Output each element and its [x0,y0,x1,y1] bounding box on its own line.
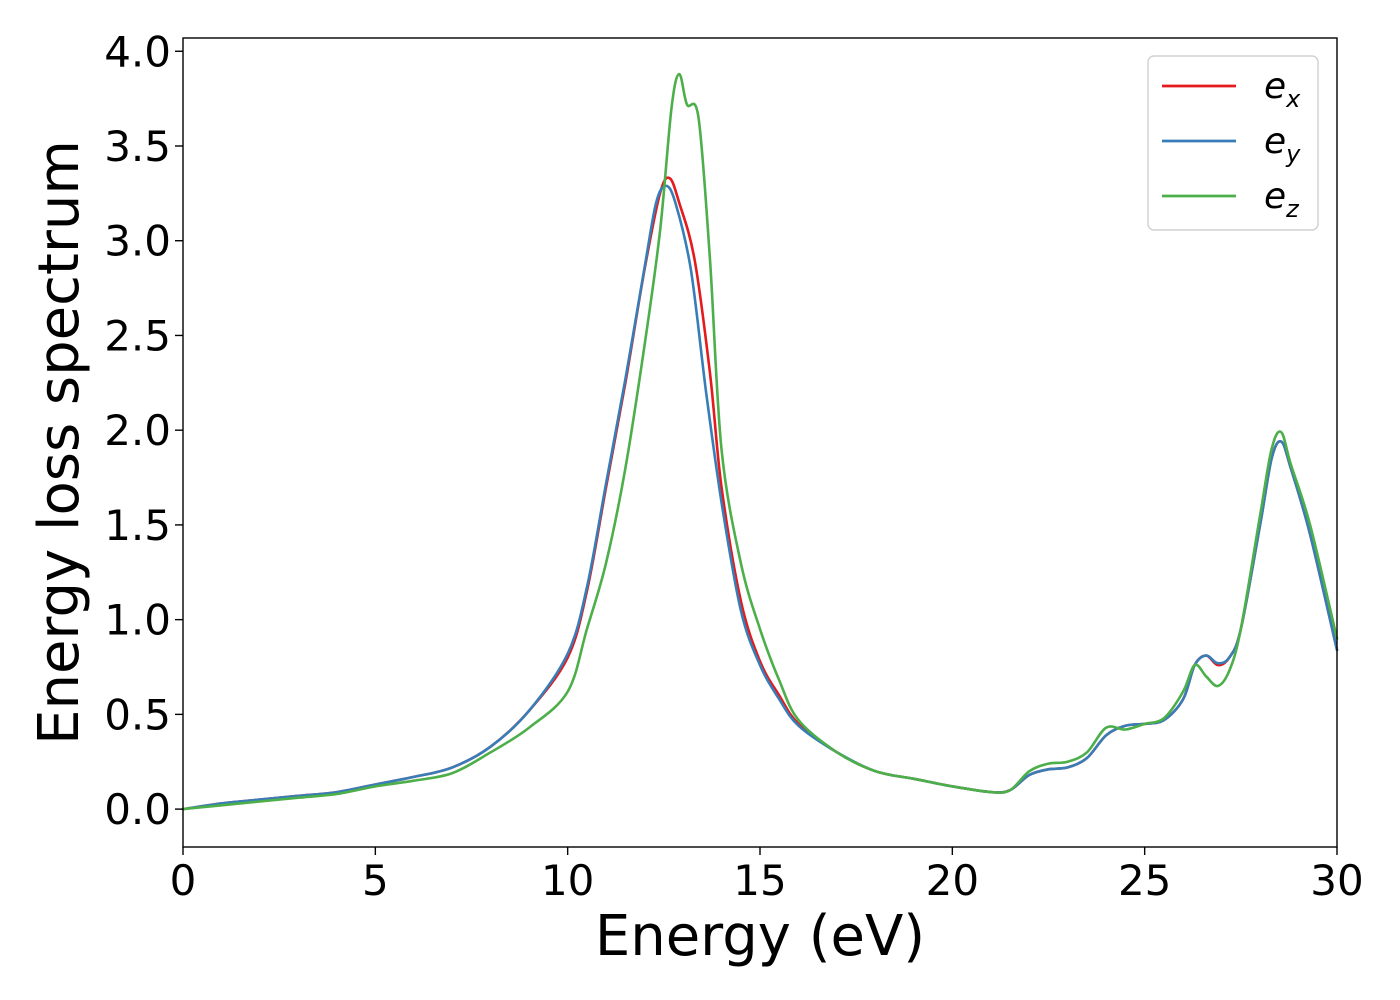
y-axis-label: Energy loss spectrum [27,140,92,745]
y-tick-label: 2.5 [104,311,171,360]
x-tick-label: 5 [362,856,389,905]
x-axis-label: Energy (eV) [595,904,925,969]
x-tick-label: 20 [926,856,979,905]
x-axis-ticks: 0 5 10 15 20 25 30 [170,847,1364,905]
series-line-z [181,72,1339,811]
legend-box [1147,55,1319,231]
x-tick-label: 0 [170,856,197,905]
legend: ex ey ez [1147,55,1319,231]
y-axis-ticks: 0.0 0.5 1.0 1.5 2.0 2.5 3.0 3.5 4.0 [104,27,183,834]
series-layer [181,72,1339,811]
legend-label-y: ey [1264,121,1301,168]
y-tick-label: 4.0 [104,27,171,76]
x-tick-label: 30 [1310,856,1363,905]
y-tick-label: 3.0 [104,217,171,266]
y-tick-label: 2.0 [104,406,171,455]
y-tick-label: 1.0 [104,596,171,645]
y-tick-label: 0.0 [104,785,171,834]
series-line-x [181,176,1339,811]
y-tick-label: 0.5 [104,690,171,739]
legend-label-x: ex [1264,66,1301,113]
y-tick-label: 3.5 [104,122,171,171]
legend-label-z: ez [1264,176,1300,223]
x-tick-label: 25 [1118,856,1171,905]
series-line-y [181,184,1339,811]
y-tick-label: 1.5 [104,501,171,550]
x-tick-label: 10 [541,856,594,905]
x-tick-label: 15 [733,856,786,905]
